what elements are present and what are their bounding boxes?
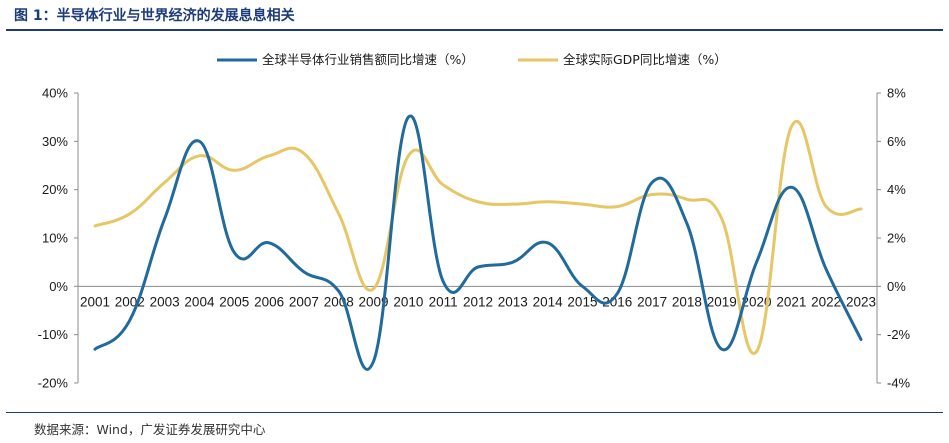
legend-label-gdp: 全球实际GDP同比增速（%）	[563, 52, 727, 67]
x-tick-label: 2006	[254, 294, 284, 309]
x-tick-label: 2001	[80, 294, 110, 309]
right-tick-label: 2%	[887, 231, 906, 246]
left-tick-label: 10%	[42, 231, 68, 246]
title-divider	[6, 29, 943, 31]
left-tick-label: 0%	[49, 279, 68, 294]
series-line-gdp	[93, 119, 863, 355]
legend: 全球半导体行业销售额同比增速（%） 全球实际GDP同比增速（%）	[217, 52, 727, 67]
x-axis-ticks: 2001 2002 2003 2004 2005 2006 2007 2008 2009 2010…	[80, 294, 876, 309]
x-tick-label: 2016	[602, 294, 632, 309]
left-tick-label: -20%	[38, 376, 69, 391]
axes	[77, 93, 878, 383]
right-axis-ticks: -4% -2% 0% 2% 4% 6% 8%	[877, 86, 911, 391]
x-tick-label: 2017	[637, 294, 667, 309]
x-tick-label: 2013	[498, 294, 528, 309]
left-tick-label: 40%	[42, 86, 68, 101]
legend-label-semi: 全球半导体行业销售额同比增速（%）	[262, 52, 474, 67]
x-tick-label: 2010	[393, 294, 423, 309]
series-lines	[93, 114, 863, 371]
right-tick-label: -2%	[887, 327, 911, 342]
left-tick-label: 30%	[42, 134, 68, 149]
line-chart: 全球半导体行业销售额同比增速（%） 全球实际GDP同比增速（%） -20% -10…	[38, 52, 911, 391]
left-tick-label: -10%	[38, 327, 69, 342]
x-tick-label: 2007	[289, 294, 319, 309]
x-tick-label: 2020	[742, 294, 772, 309]
x-tick-label: 2022	[811, 294, 841, 309]
x-tick-label: 2015	[567, 294, 597, 309]
left-axis-ticks: -20% -10% 0% 10% 20% 30% 40%	[38, 86, 78, 391]
left-tick-label: 20%	[42, 182, 68, 197]
x-tick-label: 2014	[533, 294, 564, 309]
right-tick-label: 4%	[887, 182, 906, 197]
x-tick-label: 2011	[429, 294, 458, 309]
right-tick-label: 0%	[887, 279, 906, 294]
right-tick-label: -4%	[887, 376, 911, 391]
x-tick-label: 2005	[219, 294, 249, 309]
x-tick-label: 2008	[324, 294, 354, 309]
x-tick-label: 2003	[150, 294, 180, 309]
x-tick-label: 2019	[707, 294, 737, 309]
x-tick-label: 2018	[672, 294, 702, 309]
x-tick-label: 2023	[846, 294, 876, 309]
right-tick-label: 8%	[887, 86, 906, 101]
source-note: 数据来源：Wind，广发证券发展研究中心	[34, 422, 266, 437]
series-line-semi	[93, 114, 863, 371]
x-tick-label: 2012	[463, 294, 493, 309]
x-tick-label: 2004	[184, 294, 215, 309]
x-tick-label: 2009	[359, 294, 389, 309]
right-tick-label: 6%	[887, 134, 906, 149]
footer-divider	[6, 412, 943, 413]
x-tick-label: 2021	[776, 294, 806, 309]
chart-title: 图 1：半导体行业与世界经济的发展息息相关	[14, 8, 295, 24]
